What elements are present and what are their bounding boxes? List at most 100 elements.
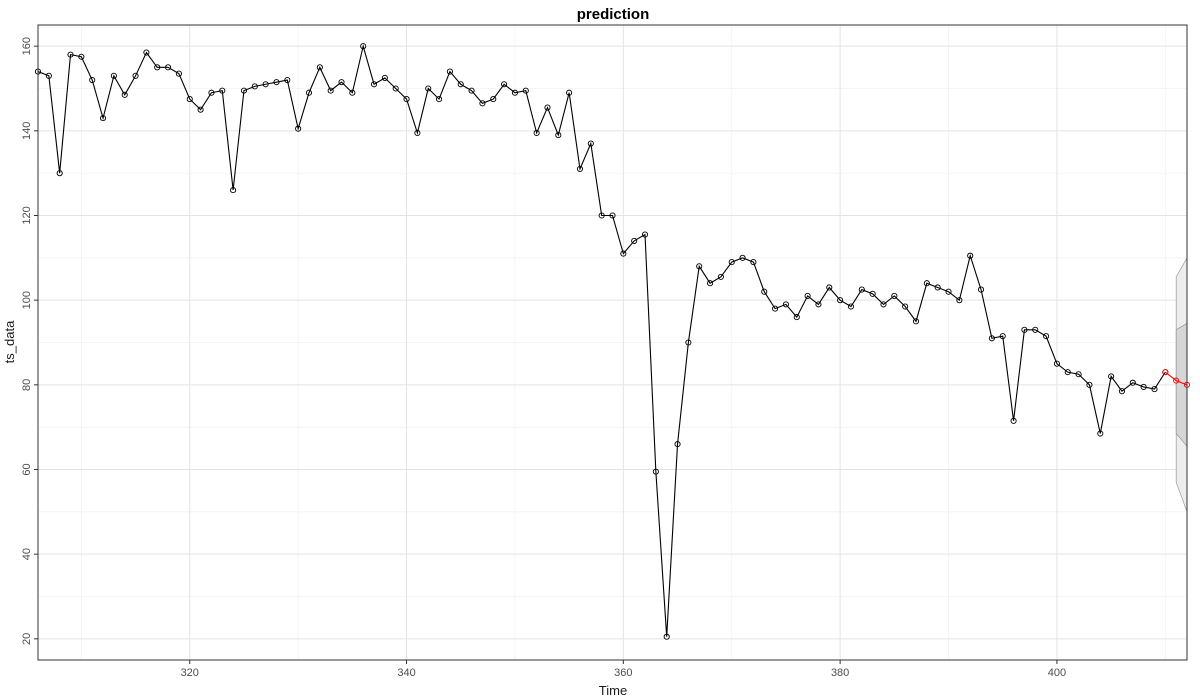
prediction-interval-inner-band: [1175, 322, 1188, 448]
observed-data-point: [967, 252, 974, 259]
observed-data-point: [338, 79, 345, 86]
observed-data-point: [696, 263, 703, 270]
observed-data-point: [403, 96, 410, 103]
observed-data-point: [728, 259, 735, 266]
observed-data-point: [566, 89, 573, 96]
observed-data-point: [988, 335, 995, 342]
observed-data-point: [717, 273, 724, 280]
observed-data-point: [674, 441, 681, 448]
observed-data-point: [327, 87, 334, 94]
chart-title: prediction: [577, 6, 650, 23]
observed-data-point: [219, 87, 226, 94]
observed-data-point: [1043, 333, 1050, 340]
observed-data-point: [67, 51, 74, 58]
observed-data-point: [739, 254, 746, 261]
observed-data-point: [121, 91, 128, 98]
observed-data-point: [609, 212, 616, 219]
forecast-series-line: [1164, 371, 1188, 386]
observed-data-point: [295, 125, 302, 132]
observed-data-point: [652, 468, 659, 475]
observed-data-point: [197, 106, 204, 113]
observed-data-point: [89, 76, 96, 84]
observed-data-point: [1053, 360, 1060, 367]
observed-data-point: [230, 187, 237, 194]
x-tick-label: 400: [1048, 667, 1066, 679]
observed-data-point: [956, 297, 963, 304]
observed-data-point: [208, 89, 215, 96]
observed-data-point: [143, 49, 150, 56]
observed-data-point: [576, 165, 584, 172]
y-tick-label: 140: [21, 122, 33, 140]
observed-data-point: [1032, 326, 1039, 333]
observed-data-point: [132, 72, 139, 79]
observed-data-point: [750, 259, 757, 266]
observed-data-point: [945, 288, 952, 295]
observed-data-point: [858, 286, 865, 293]
observed-data-point: [1118, 388, 1126, 395]
observed-data-point: [641, 231, 649, 238]
observed-data-point: [251, 83, 258, 90]
observed-data-point: [837, 297, 844, 304]
observed-data-point: [902, 303, 909, 310]
y-axis-title: ts_data: [2, 320, 17, 363]
observed-data-point: [587, 140, 594, 147]
observed-data-point: [110, 72, 117, 79]
observed-data-point: [501, 81, 508, 88]
observed-data-point: [262, 81, 269, 88]
observed-data-point: [522, 87, 529, 94]
observed-data-point: [273, 79, 280, 86]
observed-data-point: [1064, 369, 1071, 376]
observed-data-point: [284, 76, 291, 84]
observed-data-point: [45, 72, 52, 79]
x-tick-label: 380: [831, 667, 849, 679]
y-tick-label: 20: [21, 633, 33, 645]
observed-data-point: [479, 100, 486, 107]
observed-data-point: [446, 68, 453, 75]
observed-data-point: [425, 85, 432, 92]
observed-data-point: [891, 292, 898, 299]
y-tick-label: 160: [21, 37, 33, 55]
observed-data-point: [598, 212, 605, 219]
observed-data-point: [165, 64, 172, 71]
observed-data-point: [544, 104, 551, 111]
observed-data-point: [511, 89, 518, 96]
observed-data-point: [923, 280, 930, 287]
observed-data-point: [869, 290, 876, 297]
observed-data-point: [1129, 379, 1136, 386]
observed-data-point: [56, 170, 63, 177]
observed-data-point: [761, 288, 768, 295]
observed-data-point: [154, 64, 161, 71]
y-tick-label: 40: [21, 548, 33, 560]
observed-data-point: [934, 284, 941, 291]
observed-data-point: [1021, 326, 1028, 333]
observed-data-point: [175, 70, 182, 77]
x-tick-label: 340: [397, 667, 415, 679]
plot-panel: 320 340 360 380 400 20 40 60 80 100 120 140 160: [21, 24, 1191, 679]
observed-data-point: [782, 301, 789, 308]
observed-data-point: [414, 129, 421, 136]
observed-data-point: [631, 237, 638, 244]
observed-data-point: [1108, 373, 1115, 380]
observed-data-point: [880, 301, 887, 308]
y-tick-label: 60: [21, 463, 33, 475]
x-tick-label: 320: [181, 667, 199, 679]
observed-data-point: [847, 303, 855, 310]
observed-data-point: [468, 87, 475, 94]
observed-data-point: [620, 250, 627, 257]
observed-data-point: [533, 129, 540, 136]
observed-data-point: [392, 85, 399, 92]
observed-data-point: [436, 96, 443, 103]
observed-data-point: [772, 305, 779, 312]
observed-data-point: [381, 74, 388, 81]
observed-data-point: [977, 286, 985, 293]
observed-data-point: [1010, 417, 1017, 424]
observed-data-point: [457, 81, 464, 88]
observed-data-point: [815, 301, 822, 308]
observed-data-point: [360, 43, 367, 50]
observed-data-point: [707, 280, 714, 287]
observed-data-point: [999, 333, 1006, 340]
y-tick-label: 120: [21, 206, 33, 224]
observed-data-point: [99, 115, 107, 122]
observed-data-point: [685, 339, 692, 346]
